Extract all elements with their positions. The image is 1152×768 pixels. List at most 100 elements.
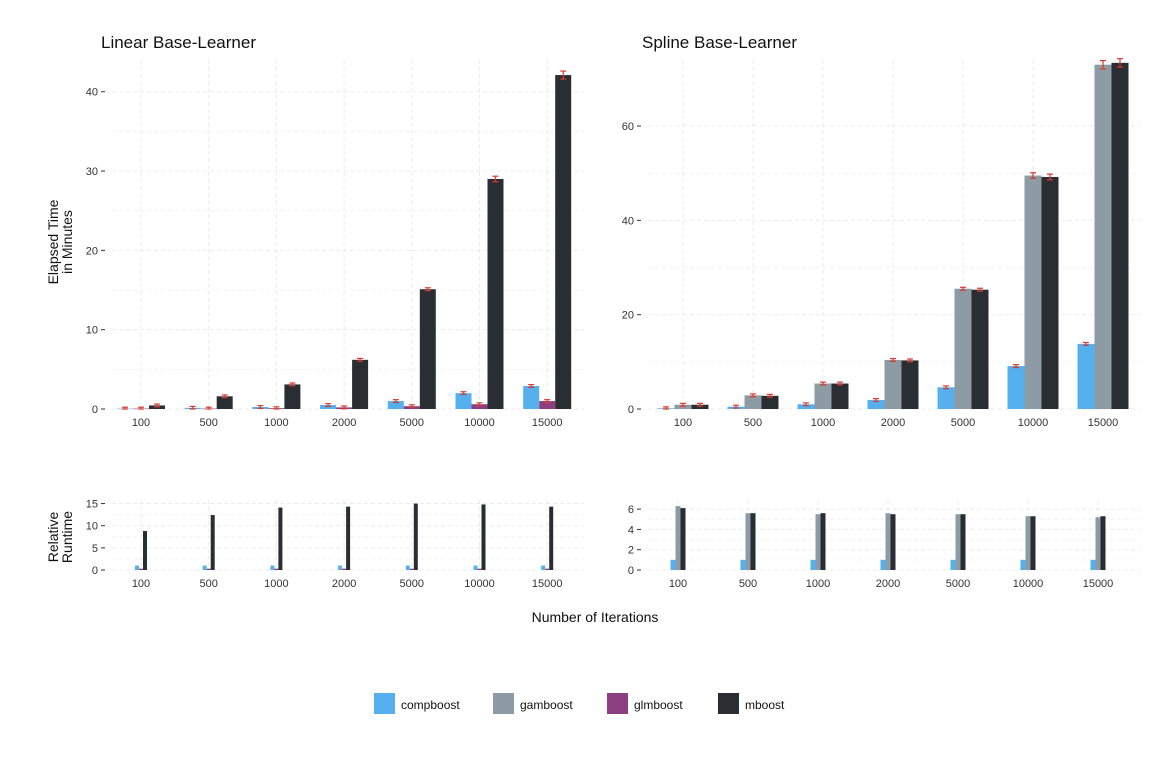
- y-axis-label-line: Elapsed Time: [45, 199, 61, 284]
- y-tick-label: 10: [86, 521, 98, 533]
- y-tick-label: 20: [622, 310, 634, 322]
- bar-gamboost: [745, 513, 751, 570]
- bar-gamboost: [1095, 517, 1101, 570]
- bar-compboost: [950, 559, 956, 570]
- x-tick-label: 100: [669, 578, 687, 590]
- bar-mboost: [413, 503, 418, 570]
- bar-compboost: [455, 393, 472, 409]
- y-tick-label: 5: [92, 543, 98, 555]
- bar-gamboost: [815, 514, 821, 570]
- bar-glmboost: [206, 568, 211, 570]
- bar-mboost: [750, 513, 756, 570]
- bar-mboost: [487, 178, 504, 409]
- y-tick-label: 20: [86, 245, 98, 257]
- bar-gamboost: [1094, 64, 1112, 409]
- bar-gamboost: [1024, 175, 1042, 409]
- y-tick-label: 0: [92, 404, 98, 416]
- bar-glmboost: [545, 568, 550, 570]
- x-tick-label: 100: [674, 417, 692, 429]
- y-axis-label-line: Runtime: [59, 511, 75, 563]
- bar-gamboost: [674, 404, 692, 409]
- x-tick-label: 10000: [1018, 417, 1049, 429]
- y-tick-label: 30: [86, 166, 98, 178]
- bar-mboost: [419, 289, 436, 409]
- x-tick-label: 1000: [264, 417, 288, 429]
- bar-gamboost: [885, 513, 891, 570]
- x-tick-label: 5000: [400, 417, 424, 429]
- bar-mboost: [352, 359, 369, 409]
- bar-compboost: [270, 565, 275, 570]
- bar-mboost: [960, 514, 966, 570]
- x-tick-label: 5000: [951, 417, 975, 429]
- x-tick-label: 2000: [876, 578, 900, 590]
- bar-gamboost: [675, 506, 681, 570]
- bar-mboost: [691, 404, 709, 409]
- bar-mboost: [143, 531, 147, 570]
- chart-panel-4: 0 2 4 6 100 500 1000 2000 5000 10000 15000: [628, 500, 1140, 590]
- bar-mboost: [831, 383, 849, 409]
- x-tick-label: 500: [739, 578, 757, 590]
- bar-gamboost: [814, 383, 832, 409]
- bar-compboost: [797, 404, 815, 409]
- bar-mboost: [210, 515, 215, 570]
- bar-compboost: [541, 565, 546, 570]
- y-axis-label-line: Relative: [45, 512, 61, 563]
- bar-mboost: [1030, 516, 1036, 570]
- x-tick-label: 1000: [811, 417, 835, 429]
- bar-compboost: [880, 559, 886, 570]
- bar-mboost: [1041, 176, 1059, 409]
- bar-mboost: [901, 360, 919, 409]
- bar-mboost: [1111, 62, 1129, 409]
- x-tick-label: 500: [744, 417, 762, 429]
- bar-compboost: [867, 400, 885, 409]
- x-axis-label: Number of Iterations: [532, 609, 659, 625]
- bar-gamboost: [955, 514, 961, 570]
- legend-label-compboost: compboost: [401, 698, 460, 712]
- bar-compboost: [473, 565, 478, 570]
- bar-glmboost: [409, 568, 414, 570]
- x-tick-label: 10000: [464, 578, 495, 590]
- bar-mboost: [890, 514, 896, 570]
- bar-compboost: [135, 565, 139, 570]
- bar-mboost: [284, 384, 301, 409]
- bar-glmboost: [539, 401, 556, 409]
- bar-gamboost: [884, 359, 902, 409]
- x-tick-label: 5000: [400, 578, 424, 590]
- bar-compboost: [1090, 559, 1096, 570]
- x-tick-label: 500: [200, 417, 218, 429]
- bar-gamboost: [1025, 516, 1031, 570]
- y-tick-label: 40: [86, 87, 98, 99]
- x-tick-label: 2000: [332, 578, 356, 590]
- bar-mboost: [555, 75, 572, 409]
- y-tick-label: 15: [86, 499, 98, 511]
- bar-glmboost: [342, 568, 347, 570]
- bar-mboost: [481, 504, 486, 570]
- x-tick-label: 2000: [332, 417, 356, 429]
- y-tick-label: 6: [628, 504, 634, 516]
- panel-title: Spline Base-Learner: [642, 33, 797, 52]
- bar-glmboost: [139, 568, 143, 570]
- legend-label-glmboost: glmboost: [634, 698, 683, 712]
- y-tick-label: 4: [628, 524, 634, 536]
- x-tick-label: 2000: [881, 417, 905, 429]
- bar-compboost: [523, 385, 540, 409]
- y-tick-label: 40: [622, 215, 634, 227]
- y-tick-label: 60: [622, 121, 634, 133]
- bar-mboost: [1100, 516, 1106, 570]
- x-tick-label: 10000: [464, 417, 495, 429]
- x-tick-label: 15000: [1083, 578, 1114, 590]
- bar-mboost: [680, 508, 686, 570]
- y-tick-label: 2: [628, 545, 634, 557]
- y-tick-label: 0: [628, 565, 634, 577]
- x-tick-label: 100: [132, 578, 150, 590]
- bar-glmboost: [471, 404, 488, 409]
- bar-compboost: [1077, 343, 1095, 409]
- x-tick-label: 15000: [1088, 417, 1119, 429]
- y-tick-label: 10: [86, 325, 98, 337]
- y-tick-label: 0: [92, 565, 98, 577]
- legend-swatch-gamboost: [493, 693, 514, 714]
- x-tick-label: 15000: [532, 417, 563, 429]
- y-tick-label: 0: [628, 404, 634, 416]
